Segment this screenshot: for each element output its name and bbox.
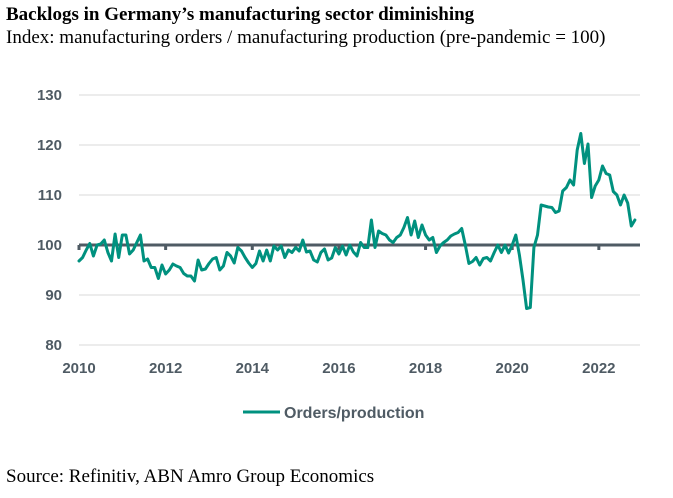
y-tick-label: 130 <box>37 87 62 104</box>
y-tick-label: 80 <box>45 337 62 354</box>
chart-subtitle: Index: manufacturing orders / manufactur… <box>6 27 606 48</box>
x-tick-label: 2018 <box>409 360 442 377</box>
x-tick-label: 2016 <box>322 360 355 377</box>
x-tick-label: 2014 <box>236 360 270 377</box>
chart-title: Backlogs in Germany’s manufacturing sect… <box>6 4 475 25</box>
source-note: Source: Refinitiv, ABN Amro Group Econom… <box>6 466 375 487</box>
gridlines <box>79 94 640 346</box>
y-axis-ticks: 80 90 100 110 120 130 <box>37 87 62 354</box>
x-tick-label: 2010 <box>62 360 95 377</box>
x-tick-label: 2022 <box>582 360 615 377</box>
legend-label-orders-production: Orders/production <box>284 405 424 422</box>
y-tick-label: 110 <box>38 187 62 204</box>
y-tick-label: 90 <box>45 287 62 304</box>
x-axis-ticks: 2010 2012 2014 2016 2018 2020 2022 <box>62 360 615 377</box>
y-tick-label: 100 <box>37 237 62 254</box>
series-line-0 <box>77 132 637 310</box>
series-orders-production <box>77 132 637 310</box>
x-tick-label: 2020 <box>496 360 529 377</box>
x-tick-label: 2012 <box>149 360 182 377</box>
legend: Orders/production <box>243 405 424 422</box>
y-tick-label: 120 <box>37 137 62 154</box>
